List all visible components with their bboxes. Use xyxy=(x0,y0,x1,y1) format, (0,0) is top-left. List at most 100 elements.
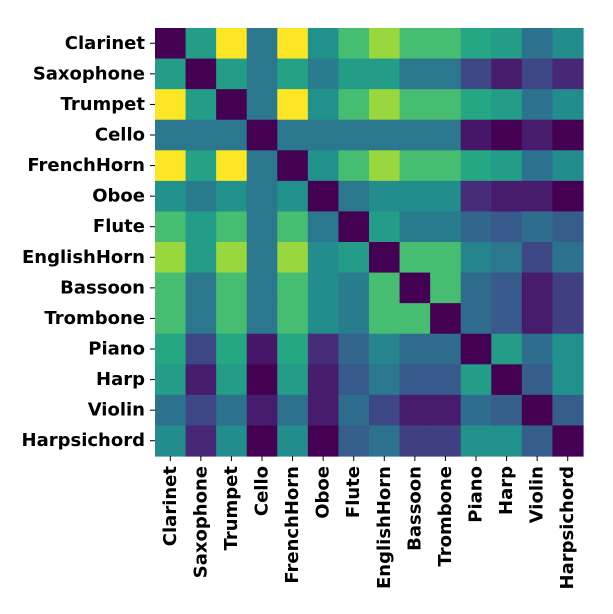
heatmap-cell-bassoon-violin xyxy=(521,272,554,304)
heatmap-cell-bassoon-frenchhorn xyxy=(277,272,309,304)
heatmap-cell-harp-oboe xyxy=(307,364,340,396)
y-tick-label-harp: Harp xyxy=(96,369,145,390)
heatmap-cell-harpsichord-trumpet xyxy=(216,425,248,457)
heatmap-cell-oboe-violin xyxy=(521,180,554,213)
heatmap-cell-trumpet-harp xyxy=(491,89,523,121)
heatmap-cell-englishhorn-saxophone xyxy=(185,242,217,274)
heatmap-cell-harpsichord-bassoon xyxy=(399,425,431,457)
heatmap-cell-cello-saxophone xyxy=(185,119,217,151)
heatmap-cell-englishhorn-trombone xyxy=(430,242,462,274)
heatmap-cell-trombone-englishhorn xyxy=(369,303,401,335)
heatmap-cell-oboe-flute xyxy=(338,180,370,213)
heatmap-cell-violin-flute xyxy=(338,394,370,427)
x-tick-label-bassoon: Bassoon xyxy=(404,466,425,551)
y-tick-labels: Clarinet Saxophone Trumpet Cello FrenchHorn O… xyxy=(22,33,146,451)
heatmap-cell-trombone-trombone xyxy=(430,303,462,335)
heatmap-cell-flute-frenchhorn xyxy=(277,211,309,243)
heatmap-cell-frenchhorn-harpsichord xyxy=(552,150,584,182)
y-tick-label-cello: Cello xyxy=(95,125,145,146)
heatmap-cell-violin-frenchhorn xyxy=(277,394,309,427)
heatmap-cell-violin-saxophone xyxy=(185,394,217,427)
heatmap-cell-harp-flute xyxy=(338,364,370,396)
heatmap-cell-englishhorn-oboe xyxy=(307,242,340,274)
heatmap-cell-trumpet-flute xyxy=(338,89,370,121)
heatmap-cell-violin-harpsichord xyxy=(552,394,584,427)
y-tick-label-trumpet: Trumpet xyxy=(61,94,146,115)
heatmap-cell-harp-saxophone xyxy=(185,364,217,396)
heatmap-cell-harpsichord-englishhorn xyxy=(369,425,401,457)
y-tick-label-frenchhorn: FrenchHorn xyxy=(27,155,145,176)
y-tick-label-saxophone: Saxophone xyxy=(33,63,145,84)
x-tick-label-flute: Flute xyxy=(343,466,364,518)
y-tick-label-piano: Piano xyxy=(88,339,145,360)
heatmap-cell-bassoon-englishhorn xyxy=(369,272,401,304)
heatmap-cell-clarinet-englishhorn xyxy=(369,28,401,60)
heatmap-cell-harp-piano xyxy=(460,364,492,396)
heatmap-cell-bassoon-harpsichord xyxy=(552,272,584,304)
y-tick-label-violin: Violin xyxy=(88,400,145,421)
heatmap-cell-trumpet-piano xyxy=(460,89,492,121)
heatmap-cell-harpsichord-saxophone xyxy=(185,425,217,457)
heatmap-cell-clarinet-bassoon xyxy=(399,28,431,60)
heatmap-cell-oboe-harp xyxy=(491,180,523,213)
heatmap-cell-englishhorn-englishhorn xyxy=(369,242,401,274)
heatmap-cell-oboe-trumpet xyxy=(216,180,248,213)
heatmap-cell-trumpet-englishhorn xyxy=(369,89,401,121)
heatmap-cell-violin-englishhorn xyxy=(369,394,401,427)
heatmap-cell-violin-bassoon xyxy=(399,394,431,427)
heatmap-cell-saxophone-saxophone xyxy=(185,58,217,90)
heatmap-cell-flute-trumpet xyxy=(216,211,248,243)
heatmap-cell-saxophone-trumpet xyxy=(216,58,248,90)
heatmap-cell-saxophone-harp xyxy=(491,58,523,90)
heatmap-cell-saxophone-frenchhorn xyxy=(277,58,309,90)
y-tick-marks xyxy=(150,42,155,442)
heatmap-cell-trombone-harp xyxy=(491,303,523,335)
heatmap-cell-cello-bassoon xyxy=(399,119,431,151)
heatmap-cell-bassoon-oboe xyxy=(307,272,340,304)
heatmap-cell-clarinet-flute xyxy=(338,28,370,60)
heatmap-cell-violin-clarinet xyxy=(155,394,187,427)
heatmap-cell-frenchhorn-trombone xyxy=(430,150,462,182)
heatmap-cell-saxophone-violin xyxy=(521,58,554,90)
heatmap-cell-flute-trombone xyxy=(430,211,462,243)
heatmap-cell-clarinet-saxophone xyxy=(185,28,217,60)
heatmap-cell-clarinet-oboe xyxy=(307,28,340,60)
heatmap-cell-oboe-bassoon xyxy=(399,180,431,213)
y-tick-label-bassoon: Bassoon xyxy=(60,277,145,298)
heatmap-cell-trombone-harpsichord xyxy=(552,303,584,335)
heatmap-cell-clarinet-trombone xyxy=(430,28,462,60)
heatmap-cell-oboe-saxophone xyxy=(185,180,217,213)
heatmap-cell-flute-piano xyxy=(460,211,492,243)
heatmap-cell-piano-harpsichord xyxy=(552,333,584,365)
x-tick-labels: Clarinet Saxophone Trumpet Cello FrenchHorn O… xyxy=(160,466,578,590)
heatmap-cell-harpsichord-harpsichord xyxy=(552,425,584,457)
y-tick-label-flute: Flute xyxy=(93,216,145,237)
heatmap-cell-trombone-frenchhorn xyxy=(277,303,309,335)
heatmap-cell-englishhorn-harpsichord xyxy=(552,242,584,274)
heatmap-cell-piano-flute xyxy=(338,333,370,365)
heatmap-cell-frenchhorn-flute xyxy=(338,150,370,182)
heatmap-cell-harp-harp xyxy=(491,364,523,396)
heatmap-cell-violin-cello xyxy=(246,394,278,427)
heatmap-cell-saxophone-englishhorn xyxy=(369,58,401,90)
heatmap-cell-harpsichord-clarinet xyxy=(155,425,187,457)
heatmap-cell-bassoon-harp xyxy=(491,272,523,304)
heatmap-cell-trumpet-oboe xyxy=(307,89,340,121)
heatmap-cell-piano-clarinet xyxy=(155,333,187,365)
heatmap-cell-harp-trumpet xyxy=(216,364,248,396)
heatmap-cell-trumpet-saxophone xyxy=(185,89,217,121)
heatmap-cell-cello-oboe xyxy=(307,119,340,151)
heatmap-cell-bassoon-flute xyxy=(338,272,370,304)
heatmap-cell-oboe-oboe xyxy=(307,180,340,213)
heatmap-cell-cello-harp xyxy=(491,119,523,151)
x-tick-label-clarinet: Clarinet xyxy=(160,466,181,547)
heatmap-cell-flute-harpsichord xyxy=(552,211,584,243)
heatmap-cell-cello-harpsichord xyxy=(552,119,584,151)
heatmap-cell-englishhorn-frenchhorn xyxy=(277,242,309,274)
x-tick-label-cello: Cello xyxy=(252,466,273,516)
heatmap-cell-trombone-bassoon xyxy=(399,303,431,335)
heatmap-cell-bassoon-trombone xyxy=(430,272,462,304)
heatmap-cell-cello-trombone xyxy=(430,119,462,151)
heatmap-cell-harp-clarinet xyxy=(155,364,187,396)
